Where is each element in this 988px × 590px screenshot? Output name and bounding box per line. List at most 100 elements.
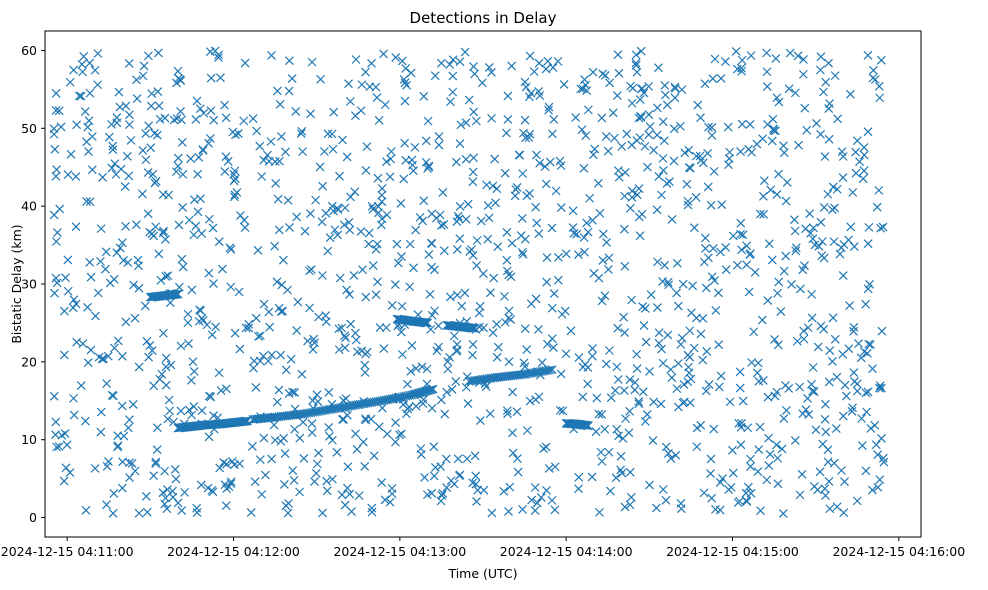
data-point [572, 229, 582, 239]
data-point [875, 381, 885, 391]
data-point [585, 193, 595, 203]
data-point [710, 54, 720, 64]
data-point [423, 116, 433, 126]
data-point [595, 208, 605, 218]
data-point [488, 328, 498, 338]
data-point [460, 47, 470, 57]
data-point [664, 280, 674, 290]
data-point [680, 148, 690, 158]
data-point [240, 58, 250, 68]
y-tick-label: 60 [21, 43, 37, 58]
data-point [809, 481, 819, 491]
data-point [875, 93, 885, 103]
data-point [691, 151, 701, 161]
data-point [194, 152, 204, 162]
data-point [369, 451, 379, 461]
data-point [358, 265, 367, 275]
data-point [455, 470, 465, 480]
data-point [799, 334, 809, 344]
data-point [197, 406, 207, 416]
data-point [535, 158, 545, 168]
data-point [85, 197, 95, 207]
data-point [640, 141, 650, 151]
data-point [365, 82, 375, 92]
data-point [559, 79, 569, 89]
data-point [138, 189, 147, 199]
data-point [379, 49, 388, 59]
data-point [487, 508, 497, 518]
data-point [235, 344, 245, 354]
data-point [755, 422, 765, 432]
data-point [587, 351, 597, 361]
data-point [265, 322, 275, 332]
data-point [696, 420, 706, 430]
data-point [396, 198, 406, 208]
data-point [122, 151, 132, 161]
data-point [471, 471, 481, 481]
data-point [62, 440, 72, 450]
data-point [193, 169, 203, 179]
data-point [468, 323, 478, 333]
x-tick-label: 2024-12-15 04:16:00 [832, 544, 965, 559]
data-point [63, 286, 73, 296]
data-point [709, 424, 719, 434]
data-point [163, 485, 172, 495]
data-point [583, 379, 593, 389]
data-point [832, 184, 842, 194]
data-point [90, 65, 100, 75]
data-point [524, 92, 534, 102]
data-point [685, 163, 695, 173]
data-point [879, 457, 889, 467]
data-point [186, 154, 196, 164]
data-point [160, 499, 170, 509]
data-point [525, 189, 534, 198]
data-point [728, 468, 738, 478]
data-point [270, 435, 280, 445]
data-point [877, 326, 887, 336]
data-point [636, 112, 646, 122]
data-point [745, 250, 755, 260]
data-point [475, 416, 485, 426]
data-point [240, 223, 250, 232]
data-point [844, 344, 854, 354]
data-point [287, 74, 297, 83]
data-point [438, 187, 448, 197]
data-point [735, 383, 745, 393]
data-point [143, 51, 153, 61]
data-point [397, 252, 406, 261]
y-tick-label: 40 [21, 199, 37, 214]
data-point [141, 155, 151, 165]
data-point [531, 294, 541, 304]
data-point [51, 88, 61, 98]
data-point [857, 414, 867, 423]
data-point [109, 274, 119, 284]
data-point [215, 463, 225, 473]
data-point [534, 229, 544, 239]
data-point [849, 326, 858, 336]
data-point [663, 330, 673, 340]
data-point [742, 241, 752, 251]
data-point [461, 382, 471, 392]
data-point [543, 56, 553, 66]
data-point [455, 234, 465, 244]
data-point [298, 417, 308, 427]
data-point [506, 272, 516, 282]
data-point [808, 386, 817, 396]
data-point [800, 103, 810, 113]
data-point [483, 234, 493, 244]
data-point [508, 448, 518, 458]
data-point [568, 223, 578, 232]
data-point [424, 162, 434, 172]
data-point [829, 237, 839, 247]
data-point [209, 411, 219, 421]
data-point [837, 466, 846, 475]
data-point [827, 205, 837, 215]
data-point [532, 498, 542, 508]
data-point [776, 307, 786, 316]
data-point [773, 288, 782, 298]
data-point [288, 387, 297, 397]
data-point [162, 504, 172, 514]
data-point [150, 178, 160, 188]
data-point [319, 147, 329, 156]
data-point [405, 282, 415, 292]
